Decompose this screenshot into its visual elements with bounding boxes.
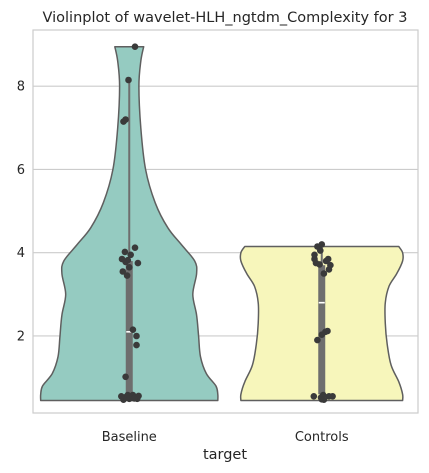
data-point [318,241,326,248]
data-point [320,396,328,404]
y-tick-label: 4 [17,246,25,261]
data-point [118,393,125,400]
data-point [125,76,132,84]
data-point [127,251,134,259]
data-point [316,261,323,268]
y-tick-label: 8 [17,80,25,95]
data-point [324,255,332,263]
chart-title: Violinplot of wavelet-HLH_ngtdm_Complexi… [43,10,408,26]
y-tick-label: 6 [17,163,25,178]
data-point [311,251,318,259]
data-point [123,272,131,279]
data-point [310,393,318,400]
x-axis-label: target [203,447,247,463]
y-tick-label: 2 [17,329,25,344]
data-point [324,327,331,335]
data-point [122,116,129,123]
iqr-box [318,265,326,395]
inner-boxes [125,79,326,401]
data-point [318,331,326,339]
strip-points [118,43,336,404]
y-tick-labels: 2 4 6 8 [17,80,25,345]
x-tick-label: Baseline [102,430,157,445]
data-point [133,332,140,340]
data-point [119,268,127,275]
data-point [134,259,142,267]
data-point [317,247,324,254]
data-point [320,270,328,277]
data-point [133,341,140,349]
data-point [329,393,336,400]
data-point [121,248,129,256]
data-point [131,395,138,402]
x-tick-label: Controls [295,430,349,445]
data-point [131,43,139,50]
data-point [327,261,334,269]
data-point [126,264,133,271]
iqr-box [125,261,133,397]
data-point [129,326,137,334]
data-point [124,256,132,264]
data-point [122,373,129,381]
x-tick-labels: Baseline Controls [102,430,349,445]
data-point [131,244,139,251]
data-point [314,336,321,344]
